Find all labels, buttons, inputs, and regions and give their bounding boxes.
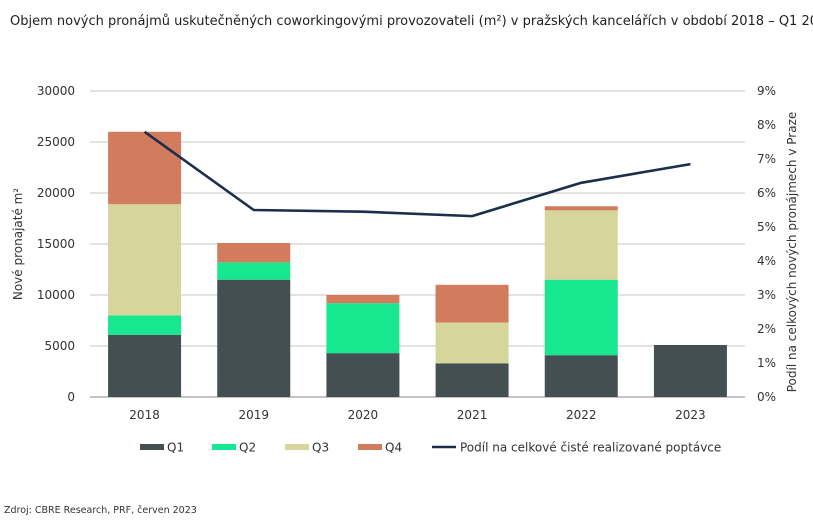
y2-tick-label: 3% <box>757 288 776 302</box>
x-tick-label: 2019 <box>238 408 269 422</box>
bar-q3-2018 <box>108 204 182 316</box>
x-tick-label: 2021 <box>457 408 488 422</box>
bar-q4-2018 <box>108 131 182 205</box>
bar-q1-2022 <box>544 355 618 397</box>
y2-tick-label: 7% <box>757 152 776 166</box>
x-tick-label: 2020 <box>348 408 379 422</box>
y-axis-label: Nové pronajaté m² <box>11 188 25 300</box>
y-tick-label: 30000 <box>37 84 75 98</box>
x-tick-label: 2018 <box>129 408 160 422</box>
legend-label-q2: Q2 <box>239 441 256 455</box>
legend-label-line: Podíl na celkové čisté realizované poptá… <box>460 441 721 455</box>
y2-tick-label: 0% <box>757 390 776 404</box>
y2-tick-label: 4% <box>757 254 776 268</box>
bar-q1-2020 <box>326 353 400 397</box>
source-note: Zdroj: CBRE Research, PRF, červen 2023 <box>4 505 197 516</box>
chart-title: Objem nových pronájmů uskutečněných cowo… <box>10 14 813 29</box>
y2-tick-label: 5% <box>757 220 776 234</box>
y-tick-label: 15000 <box>37 237 75 251</box>
y2-tick-label: 2% <box>757 322 776 336</box>
legend-swatch-q1 <box>140 444 164 450</box>
bar-q3-2021 <box>435 322 509 364</box>
bar-q4-2019 <box>217 242 291 263</box>
bar-q2-2018 <box>108 315 182 335</box>
bar-q2-2019 <box>217 262 291 280</box>
share-line <box>143 130 691 218</box>
x-tick-label: 2022 <box>566 408 597 422</box>
bar-q1-2021 <box>435 363 509 397</box>
y-tick-label: 0 <box>67 390 75 404</box>
bar-q4-2022 <box>544 206 618 211</box>
y-tick-label: 5000 <box>44 339 75 353</box>
y2-tick-label: 6% <box>757 186 776 200</box>
y2-tick-label: 1% <box>757 356 776 370</box>
legend-label-q3: Q3 <box>312 441 329 455</box>
bar-q2-2022 <box>544 279 618 356</box>
bar-q2-2020 <box>326 303 400 354</box>
y-tick-label: 20000 <box>37 186 75 200</box>
bar-q4-2020 <box>326 295 400 304</box>
legend-swatch-q4 <box>358 444 382 450</box>
y-tick-label: 10000 <box>37 288 75 302</box>
legend-label-q4: Q4 <box>385 441 402 455</box>
y2-tick-label: 9% <box>757 84 776 98</box>
y2-tick-label: 8% <box>757 118 776 132</box>
y-tick-label: 25000 <box>37 135 75 149</box>
legend-swatch-q3 <box>285 444 309 450</box>
bar-q3-2022 <box>544 210 618 280</box>
bar-q1-2019 <box>217 279 291 397</box>
legend-swatch-q2 <box>212 444 236 450</box>
bar-q4-2021 <box>435 284 509 323</box>
y2-axis-label: Podíl na celkových nových pronájmech v P… <box>785 112 799 393</box>
x-tick-label: 2023 <box>675 408 706 422</box>
bar-q1-2018 <box>108 334 182 397</box>
bar-q1-2023 <box>653 344 727 397</box>
chart: 0 5000 10000 15000 20000 25000 30000 0% 1% 2% 3% 4%… <box>11 84 799 455</box>
legend-label-q1: Q1 <box>167 441 184 455</box>
